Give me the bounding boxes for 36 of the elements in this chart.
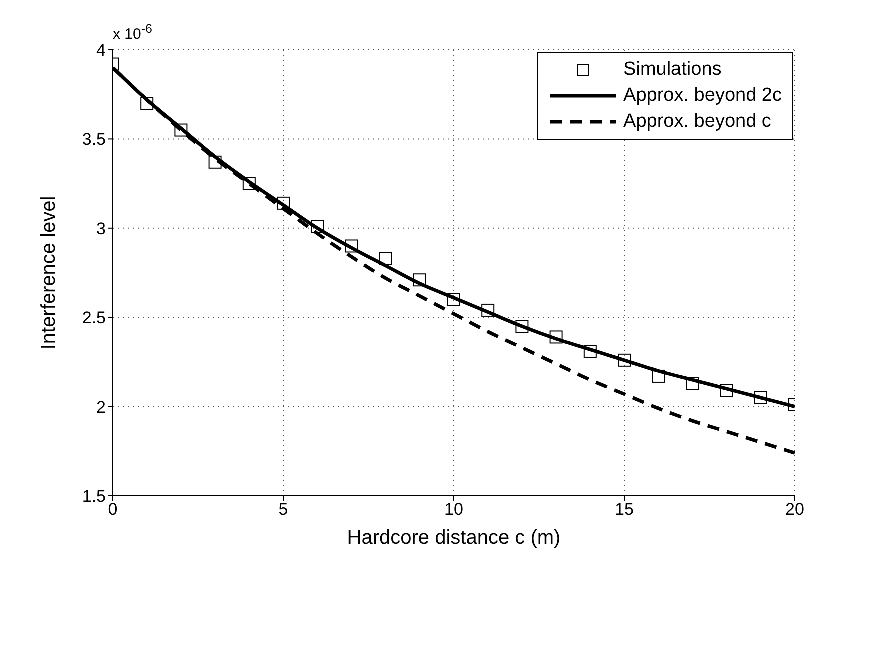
point	[584, 344, 597, 358]
text: x 10$^{-6}$	[113, 22, 152, 43]
point	[482, 304, 495, 317]
y-tick-label: 4	[96, 41, 106, 60]
x-tick-label: 10	[444, 500, 464, 520]
legend-label: Approx. beyond c	[624, 111, 772, 133]
point	[686, 377, 700, 390]
point	[720, 384, 734, 398]
point	[379, 252, 392, 266]
x-tick-label: 20	[786, 500, 804, 520]
x-tick-label: 15	[615, 500, 634, 520]
point	[516, 320, 529, 334]
x-tick-label: 5	[278, 500, 288, 520]
point	[754, 391, 768, 404]
y-tick-label: 2	[96, 398, 106, 417]
point	[413, 274, 426, 287]
point	[652, 370, 666, 383]
point	[242, 177, 256, 190]
point	[174, 124, 188, 137]
point	[618, 354, 631, 367]
x-tick-label: 0	[108, 500, 118, 520]
point	[345, 240, 358, 253]
point	[277, 196, 290, 210]
point	[448, 293, 460, 306]
point	[550, 330, 563, 344]
point	[208, 156, 222, 169]
y-tick-label: 3	[96, 219, 106, 238]
y-axis-title: Interference level	[38, 196, 60, 350]
point	[140, 97, 154, 110]
legend-label: Simulations	[624, 59, 722, 81]
y-tick-label: 2.5	[82, 308, 106, 328]
y-tick-label: 3.5	[82, 130, 106, 150]
point	[311, 220, 324, 234]
y-tick-label: 1.5	[82, 487, 106, 506]
legend-label: Approx. beyond 2c	[624, 85, 782, 107]
x-axis-title: Hardcore distance c (m)	[347, 527, 561, 549]
